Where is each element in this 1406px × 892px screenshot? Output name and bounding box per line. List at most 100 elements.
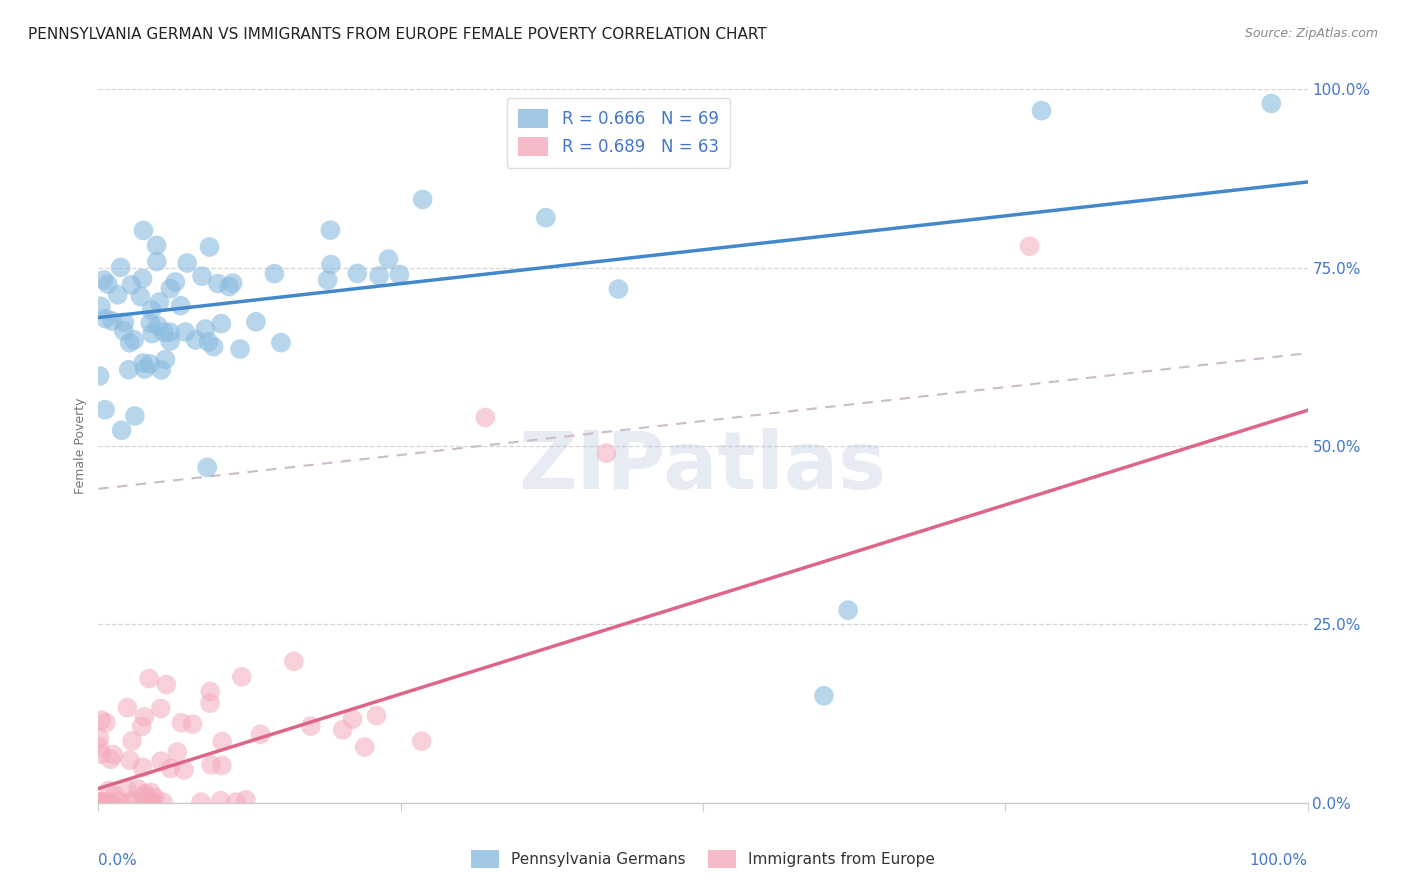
Point xyxy=(166,745,188,759)
Point xyxy=(270,335,292,350)
Point xyxy=(534,211,557,225)
Point xyxy=(89,795,111,809)
Point xyxy=(134,710,156,724)
Point xyxy=(198,240,221,254)
Point xyxy=(607,282,630,296)
Point xyxy=(100,795,122,809)
Text: 0.0%: 0.0% xyxy=(98,853,138,868)
Point xyxy=(90,300,112,314)
Y-axis label: Female Poverty: Female Poverty xyxy=(73,398,87,494)
Point xyxy=(176,256,198,270)
Point xyxy=(231,670,253,684)
Point xyxy=(209,317,232,331)
Point xyxy=(112,324,135,338)
Point xyxy=(100,752,122,766)
Point xyxy=(412,193,434,207)
Point xyxy=(195,460,218,475)
Point xyxy=(101,314,124,328)
Point xyxy=(132,789,155,804)
Point xyxy=(207,277,229,291)
Point xyxy=(411,734,433,748)
Point xyxy=(218,279,240,293)
Point xyxy=(283,654,305,668)
Point xyxy=(174,325,197,339)
Text: 100.0%: 100.0% xyxy=(1250,853,1308,868)
Point xyxy=(132,223,155,237)
Point xyxy=(117,700,139,714)
Point xyxy=(148,295,170,310)
Point xyxy=(104,789,127,803)
Point xyxy=(165,275,187,289)
Point xyxy=(89,740,111,755)
Point xyxy=(368,268,391,283)
Text: Source: ZipAtlas.com: Source: ZipAtlas.com xyxy=(1244,27,1378,40)
Point xyxy=(90,795,112,809)
Point xyxy=(200,757,222,772)
Point xyxy=(150,754,173,768)
Point xyxy=(110,260,132,275)
Point xyxy=(141,795,163,809)
Text: PENNSYLVANIA GERMAN VS IMMIGRANTS FROM EUROPE FEMALE POVERTY CORRELATION CHART: PENNSYLVANIA GERMAN VS IMMIGRANTS FROM E… xyxy=(28,27,766,42)
Point xyxy=(111,423,134,437)
Point xyxy=(107,287,129,301)
Point xyxy=(121,734,143,748)
Point xyxy=(145,238,167,252)
Point xyxy=(117,795,139,809)
Point xyxy=(155,677,177,691)
Point xyxy=(366,708,388,723)
Point xyxy=(90,747,112,762)
Point xyxy=(118,335,141,350)
Point xyxy=(118,753,141,767)
Point xyxy=(200,684,222,698)
Text: ZIPatlas: ZIPatlas xyxy=(519,428,887,507)
Point xyxy=(97,795,120,809)
Point xyxy=(122,793,145,807)
Point xyxy=(190,795,212,809)
Point xyxy=(245,315,267,329)
Point xyxy=(159,334,181,348)
Point xyxy=(90,713,112,727)
Point xyxy=(132,356,155,370)
Point xyxy=(94,402,117,417)
Point xyxy=(108,795,131,809)
Point xyxy=(134,786,156,800)
Point xyxy=(122,333,145,347)
Point xyxy=(249,727,271,741)
Point xyxy=(146,318,169,333)
Point xyxy=(181,717,204,731)
Point xyxy=(152,795,174,809)
Point xyxy=(1018,239,1040,253)
Point xyxy=(1031,103,1053,118)
Point xyxy=(225,795,247,809)
Point xyxy=(145,254,167,268)
Point xyxy=(316,273,339,287)
Point xyxy=(103,747,125,762)
Point xyxy=(139,785,162,799)
Point xyxy=(91,795,114,809)
Point xyxy=(159,282,181,296)
Point xyxy=(319,258,342,272)
Point xyxy=(474,410,496,425)
Point xyxy=(813,689,835,703)
Point xyxy=(155,352,177,367)
Point xyxy=(127,782,149,797)
Point xyxy=(124,409,146,423)
Point xyxy=(837,603,859,617)
Point xyxy=(211,758,233,772)
Point xyxy=(1260,96,1282,111)
Point xyxy=(143,790,166,805)
Point xyxy=(353,740,375,755)
Point xyxy=(159,325,181,339)
Point xyxy=(198,696,221,710)
Point xyxy=(141,326,163,341)
Point xyxy=(235,793,257,807)
Point xyxy=(346,266,368,280)
Point xyxy=(93,273,115,287)
Point xyxy=(89,731,111,745)
Point xyxy=(194,322,217,336)
Point xyxy=(97,277,120,292)
Point xyxy=(131,760,153,774)
Point xyxy=(138,672,160,686)
Point xyxy=(388,268,411,282)
Point xyxy=(112,315,135,329)
